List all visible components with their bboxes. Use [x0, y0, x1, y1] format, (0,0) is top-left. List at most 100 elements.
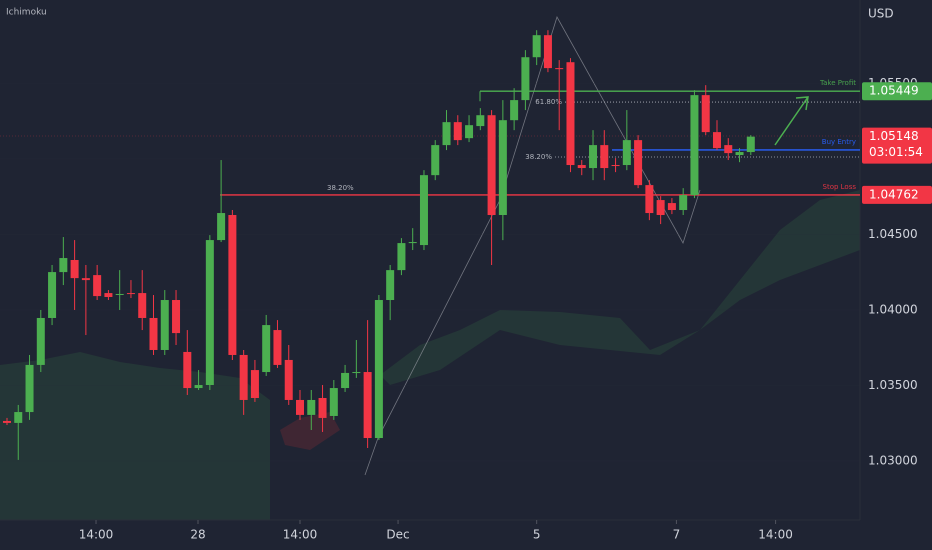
- candle-body: [735, 152, 744, 156]
- candle-body: [656, 200, 665, 216]
- candle: [183, 330, 192, 395]
- candle-body: [81, 278, 90, 281]
- candle: [307, 390, 316, 431]
- candle: [532, 30, 541, 66]
- candle: [36, 309, 45, 373]
- candle-body: [36, 317, 45, 365]
- candle: [487, 110, 496, 265]
- x-tick-label: 5: [533, 528, 541, 542]
- candle: [126, 280, 135, 299]
- candle-body: [25, 364, 34, 413]
- zigzag-line: [364, 15, 701, 476]
- candle-body: [273, 330, 282, 365]
- candle: [352, 340, 361, 378]
- candle: [419, 170, 428, 251]
- candle-body: [205, 240, 214, 386]
- indicator-label: Ichimoku: [6, 8, 47, 18]
- candle-body: [284, 359, 293, 400]
- candle-body: [59, 258, 68, 273]
- candle-body: [543, 35, 552, 69]
- candle-body: [329, 388, 338, 416]
- candle-body: [690, 95, 699, 196]
- candle-body: [589, 145, 598, 169]
- candle: [160, 290, 169, 355]
- candle-body: [228, 215, 237, 355]
- candle: [205, 235, 214, 390]
- y-tick-label: 1.03500: [868, 378, 918, 392]
- candle: [14, 404, 23, 460]
- level-name: Take Profit: [819, 79, 856, 87]
- price-badge: [862, 185, 932, 204]
- candle: [408, 228, 417, 251]
- candle-body: [138, 293, 147, 318]
- candle-body: [194, 385, 203, 389]
- candle: [296, 390, 305, 420]
- currency-label: USD: [868, 7, 894, 21]
- candle-body: [600, 145, 609, 169]
- candle-body: [262, 325, 271, 373]
- candle: [239, 349, 248, 415]
- candle: [634, 135, 643, 189]
- candle: [577, 160, 586, 176]
- price-badge-label: 1.05449: [869, 84, 919, 98]
- candle: [431, 140, 440, 181]
- candle-body: [397, 243, 406, 271]
- ichimoku-cloud: [0, 0, 861, 521]
- candle-body: [2, 420, 11, 423]
- candle: [374, 295, 383, 440]
- candle: [589, 130, 598, 181]
- fib-label: 38.20%: [525, 153, 552, 161]
- candle-body: [667, 203, 676, 211]
- candle: [284, 345, 293, 405]
- cloud-area: [0, 352, 270, 520]
- candle-body: [521, 57, 530, 101]
- candle: [712, 120, 721, 151]
- candle: [521, 50, 530, 111]
- candle-body: [374, 300, 383, 439]
- candle: [611, 158, 620, 173]
- candle: [138, 270, 147, 331]
- candle-body: [645, 185, 654, 214]
- candle: [262, 314, 271, 376]
- candle: [273, 320, 282, 368]
- candle-body: [532, 35, 541, 58]
- candle-body: [419, 175, 428, 246]
- candle-body: [93, 275, 102, 297]
- candle-body: [453, 122, 462, 141]
- candle-body: [352, 372, 361, 374]
- level-name: Buy Entry: [822, 138, 856, 146]
- level-name: Stop Loss: [823, 183, 857, 191]
- candle: [81, 264, 90, 336]
- candle-body: [160, 300, 169, 350]
- candle: [555, 60, 564, 131]
- y-tick-label: 1.04500: [868, 227, 918, 241]
- candle: [228, 210, 237, 360]
- candle: [566, 58, 575, 173]
- candle-body: [712, 132, 721, 149]
- candle-body: [555, 68, 564, 70]
- candle-body: [465, 125, 474, 139]
- candle-body: [746, 136, 755, 153]
- candle-body: [307, 399, 316, 415]
- candle: [386, 264, 395, 321]
- x-tick-label: 14:00: [283, 528, 318, 542]
- candle: [318, 385, 327, 432]
- cloud-area: [280, 412, 340, 450]
- candle-body: [701, 95, 710, 133]
- candle-body: [634, 140, 643, 186]
- candle-body: [126, 293, 135, 295]
- candle-body: [104, 293, 113, 297]
- candle-body: [577, 165, 586, 169]
- candle-body: [250, 370, 259, 399]
- price-badge-label: 1.05148: [869, 129, 919, 143]
- candle: [25, 354, 34, 420]
- candle-body: [442, 122, 451, 146]
- candle: [70, 240, 79, 310]
- candle-body: [476, 115, 485, 127]
- price-badge: [862, 127, 932, 164]
- candle: [476, 108, 485, 131]
- x-tick-label: 14:00: [79, 528, 114, 542]
- price-badge-label: 1.04762: [869, 187, 919, 201]
